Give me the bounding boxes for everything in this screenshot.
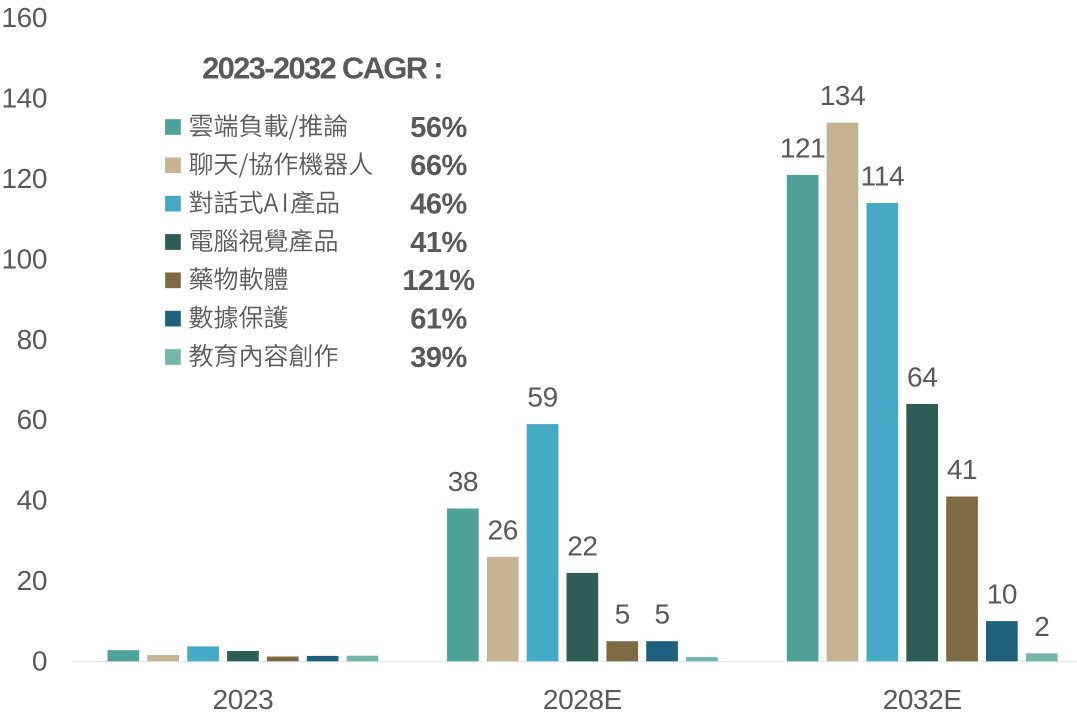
svg-text:2028E: 2028E [543,684,622,715]
svg-text:20: 20 [17,565,47,596]
svg-text:160: 160 [1,2,47,33]
svg-text:2032E: 2032E [883,684,962,715]
svg-text:100: 100 [1,243,47,274]
svg-text:38: 38 [448,466,478,497]
svg-text:39%: 39% [410,342,467,374]
svg-text:2: 2 [1034,611,1049,642]
svg-text:134: 134 [820,80,866,111]
svg-text:26: 26 [488,514,518,545]
svg-text:41: 41 [947,454,977,485]
svg-text:22: 22 [567,530,597,561]
svg-text:56%: 56% [410,112,467,144]
svg-text:64: 64 [907,362,937,393]
svg-text:2023: 2023 [213,684,274,715]
svg-text:80: 80 [17,324,47,355]
svg-text:2023-2032 CAGR :: 2023-2032 CAGR : [202,51,442,86]
svg-text:140: 140 [1,83,47,114]
svg-text:66%: 66% [410,150,467,182]
svg-text:120: 120 [1,163,47,194]
svg-text:5: 5 [615,599,630,630]
svg-text:114: 114 [861,161,904,192]
svg-text:41%: 41% [410,227,467,259]
svg-text:121: 121 [780,132,826,163]
svg-text:40: 40 [17,485,47,516]
svg-text:60: 60 [17,404,47,435]
svg-text:46%: 46% [410,189,467,221]
svg-text:0: 0 [32,645,47,676]
svg-text:10: 10 [987,579,1017,610]
svg-text:121%: 121% [402,265,475,297]
svg-text:59: 59 [527,382,557,413]
svg-text:61%: 61% [410,304,467,336]
svg-text:5: 5 [655,599,670,630]
